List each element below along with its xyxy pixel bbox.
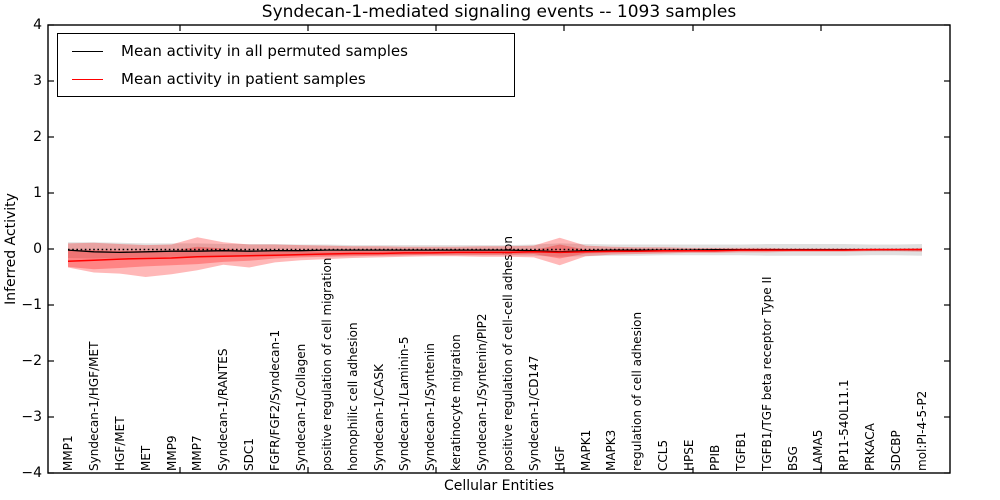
x-category-label: regulation of cell adhesion	[630, 311, 645, 471]
x-category-label: Syndecan-1/Laminin-5	[397, 336, 412, 471]
patient-line-swatch	[72, 78, 103, 80]
x-category-label: homophilic cell adhesion	[345, 322, 360, 471]
x-category-label: keratinocyte migration	[449, 334, 464, 471]
y-tick-label: −2	[21, 353, 42, 369]
y-tick-label: −1	[21, 297, 42, 313]
x-category-label: Syndecan-1/RANTES	[216, 348, 231, 471]
chart-title: Syndecan-1-mediated signaling events -- …	[261, 2, 737, 22]
legend-entry-permuted: Mean activity in all permuted samples	[58, 37, 514, 65]
y-tick-label: 0	[33, 241, 42, 257]
x-category-label: HPSE	[682, 439, 697, 471]
x-category-label: mol:PI-4-5-P2	[915, 390, 929, 471]
x-category-label: TGFB1	[733, 431, 748, 471]
y-tick-label: −3	[21, 409, 42, 425]
x-category-label: PPIB	[707, 444, 722, 471]
x-category-label: LAMA5	[811, 429, 826, 471]
x-category-label: Syndecan-1/CASK	[371, 364, 386, 471]
x-category-label: Syndecan-1/CD147	[526, 355, 541, 471]
x-category-label: MMP9	[164, 435, 179, 471]
x-category-label: Syndecan-1/Syntenin/PIP2	[475, 313, 490, 471]
y-tick-label: 2	[33, 129, 42, 145]
x-category-label: MAPK1	[578, 429, 593, 471]
x-category-label: positive regulation of cell-cell adhesio…	[500, 236, 515, 471]
x-category-label: HGF	[552, 445, 567, 471]
x-category-label: BSG	[785, 446, 800, 471]
y-tick-label: −4	[21, 465, 42, 481]
y-tick-label: 1	[33, 185, 42, 201]
permuted-mean-line	[67, 248, 922, 254]
x-axis-label: Cellular Entities	[443, 478, 555, 494]
x-category-label: TGFB1/TGF beta receptor Type II	[759, 276, 774, 471]
legend-label: Mean activity in patient samples	[121, 70, 366, 88]
x-category-label: CCL5	[656, 439, 671, 471]
x-category-label: MAPK3	[604, 429, 619, 471]
x-category-label: FGFR/FGF2/Syndecan-1	[268, 329, 283, 471]
legend: Mean activity in all permuted samples Me…	[57, 33, 515, 97]
y-tick-label: 4	[33, 17, 42, 33]
x-category-label: SDCBP	[889, 430, 904, 471]
y-tick-label: 3	[33, 73, 42, 89]
legend-entry-patient: Mean activity in patient samples	[58, 65, 514, 93]
x-category-label: HGF/MET	[112, 416, 127, 471]
x-category-label: SDC1	[242, 438, 257, 471]
patient-mean-line	[67, 248, 922, 263]
x-category-label: MMP1	[61, 435, 75, 471]
x-category-label: MMP7	[190, 435, 205, 471]
permuted-line-swatch	[72, 50, 103, 52]
x-category-label: PRKACA	[863, 423, 878, 471]
patient-samples-range-inner-band	[68, 244, 922, 270]
patient-samples-range-outer-band	[68, 237, 922, 277]
x-category-label: RP11-540L11.1	[837, 379, 852, 471]
x-category-label: Syndecan-1/Collagen	[293, 343, 308, 471]
x-category-label: Syndecan-1/HGF/MET	[86, 341, 101, 471]
x-category-label: Syndecan-1/Syntenin	[423, 343, 438, 471]
legend-label: Mean activity in all permuted samples	[121, 42, 408, 60]
x-category-label: positive regulation of cell migration	[319, 257, 334, 471]
permuted-samples-range-band	[68, 242, 922, 259]
x-category-label: MET	[138, 445, 153, 471]
